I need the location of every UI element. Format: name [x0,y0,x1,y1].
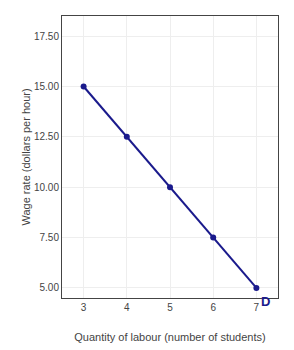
svg-text:Quantity of labour (number of: Quantity of labour (number of students) [74,331,265,343]
svg-text:7.50: 7.50 [40,232,60,243]
svg-text:D: D [261,294,270,309]
svg-text:17.50: 17.50 [34,31,59,42]
svg-text:10.00: 10.00 [34,182,59,193]
svg-text:Wage rate (dollars per hour): Wage rate (dollars per hour) [20,88,32,225]
svg-text:5.00: 5.00 [40,282,60,293]
svg-text:7: 7 [254,302,260,313]
svg-text:4: 4 [124,302,130,313]
svg-text:12.50: 12.50 [34,131,59,142]
svg-text:15.00: 15.00 [34,81,59,92]
svg-text:5: 5 [167,302,173,313]
svg-text:3: 3 [81,302,87,313]
svg-text:6: 6 [210,302,216,313]
